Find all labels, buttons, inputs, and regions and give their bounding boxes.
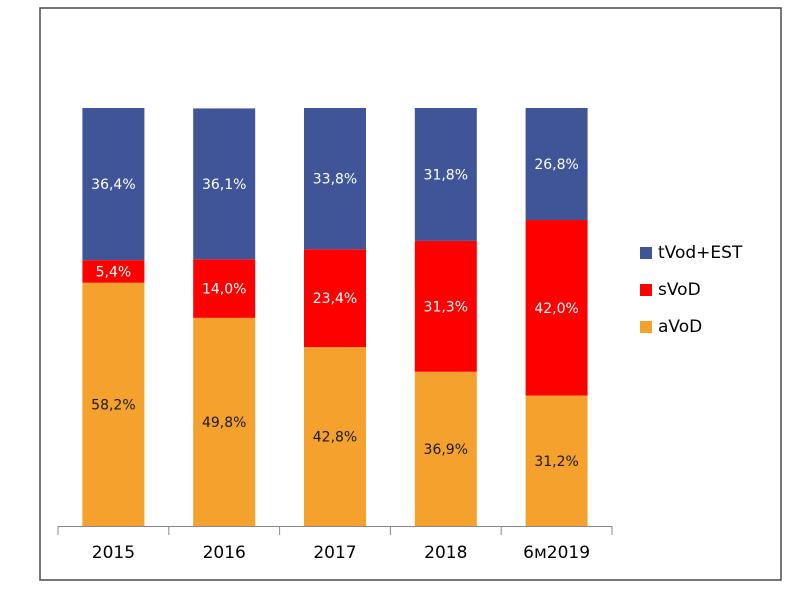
data-label: 31,2% <box>534 454 578 470</box>
bar-avod-2 <box>304 347 366 526</box>
data-label: 49,8% <box>202 415 246 431</box>
bars-layer: 58,2% 5,4% 36,4% 49,8% 14,0% 36,1% 42,8% 23,4% 3… <box>82 108 588 526</box>
legend-swatch <box>640 321 652 333</box>
x-axis: 2015 2016 2017 2018 6м2019 <box>57 526 613 563</box>
chart-frame <box>39 7 782 581</box>
legend-swatch <box>640 247 652 259</box>
data-label: 42,0% <box>534 301 578 317</box>
data-label: 36,1% <box>202 177 246 193</box>
data-label: 14,0% <box>202 282 246 298</box>
x-tick-label: 2016 <box>203 543 246 563</box>
data-label: 5,4% <box>96 264 132 280</box>
bar-tvod-est-2 <box>304 108 366 250</box>
bar-tvod-est-0 <box>82 108 145 261</box>
legend-label: sVoD <box>658 280 701 300</box>
bar-svod-3 <box>414 240 477 372</box>
x-tick-label: 2018 <box>424 543 467 563</box>
bar-svod-4 <box>525 220 588 396</box>
legend-label: aVoD <box>658 317 702 337</box>
bar-avod-3 <box>414 371 477 526</box>
bar-svod-1 <box>193 259 256 318</box>
bar-tvod-est-1 <box>193 108 256 260</box>
bar-tvod-est-3 <box>414 108 477 241</box>
bar-avod-1 <box>193 317 256 526</box>
legend: tVod+EST sVoD aVoD <box>640 243 743 337</box>
bar-tvod-est-4 <box>525 108 588 221</box>
data-label: 26,8% <box>534 157 578 173</box>
x-tick-label: 2017 <box>313 543 356 563</box>
bar-svod-2 <box>304 249 366 348</box>
data-label: 33,8% <box>313 172 357 188</box>
data-label: 31,8% <box>424 167 468 183</box>
data-label: 23,4% <box>313 291 357 307</box>
data-label: 42,8% <box>313 430 357 446</box>
data-label: 36,4% <box>91 177 135 193</box>
data-label: 36,9% <box>424 442 468 458</box>
x-tick-label: 6м2019 <box>523 543 590 563</box>
bar-avod-0 <box>82 282 145 526</box>
legend-swatch <box>640 284 652 296</box>
bar-avod-4 <box>525 395 588 526</box>
bar-svod-0 <box>82 260 145 283</box>
data-label: 58,2% <box>91 397 135 413</box>
x-tick-label: 2015 <box>92 543 135 563</box>
data-label: 31,3% <box>424 299 468 315</box>
legend-label: tVod+EST <box>658 243 743 263</box>
